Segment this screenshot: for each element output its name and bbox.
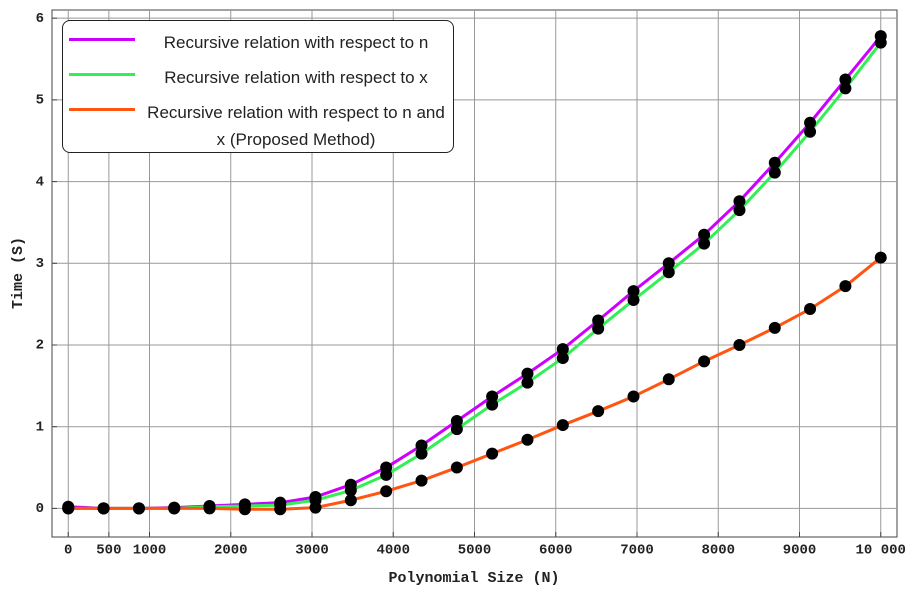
data-point (203, 502, 216, 515)
data-point (486, 398, 499, 411)
legend-label: Recursive relation with respect to n (163, 33, 429, 52)
y-tick-label: 0 (36, 501, 44, 517)
data-point (839, 73, 852, 86)
y-tick-label: 3 (36, 256, 44, 272)
data-point (238, 503, 251, 516)
data-point (698, 355, 711, 368)
data-point (698, 237, 711, 250)
x-tick-label: 10 000 (856, 543, 906, 559)
x-tick-label: 2000 (214, 543, 248, 559)
y-tick-label: 5 (36, 93, 44, 109)
legend: Recursive relation with respect to n Recu… (62, 20, 454, 153)
data-point (309, 501, 322, 514)
data-point (415, 447, 428, 460)
data-point (521, 367, 534, 380)
data-point (839, 82, 852, 95)
data-point (132, 502, 145, 515)
data-point (344, 494, 357, 507)
data-point (344, 484, 357, 497)
data-point (768, 321, 781, 334)
data-point (450, 423, 463, 436)
data-point (662, 266, 675, 279)
data-point (450, 461, 463, 474)
data-point (556, 343, 569, 356)
data-point (733, 338, 746, 351)
legend-label: Recursive relation with respect to x (164, 68, 428, 87)
data-point (521, 433, 534, 446)
data-point (556, 419, 569, 432)
data-point (768, 166, 781, 179)
legend-label: Recursive relation with respect to n and… (147, 103, 445, 149)
data-point (839, 280, 852, 293)
data-point (804, 303, 817, 316)
y-tick-label: 2 (36, 338, 44, 354)
x-tick-label: 3000 (295, 543, 329, 559)
data-point (662, 257, 675, 270)
legend-swatch (69, 108, 135, 111)
y-axis-title: Time (S) (10, 237, 27, 309)
data-point (380, 468, 393, 481)
legend-item: Recursive relation with respect to n (63, 25, 455, 55)
data-point (274, 503, 287, 516)
data-point (97, 502, 110, 515)
x-tick-label: 1000 (133, 543, 167, 559)
data-point (733, 195, 746, 208)
x-tick-label: 0 (64, 543, 72, 559)
x-tick-label: 4000 (376, 543, 410, 559)
data-point (62, 502, 75, 515)
data-point (733, 204, 746, 217)
data-point (804, 116, 817, 129)
data-point (768, 156, 781, 169)
data-point (627, 285, 640, 298)
y-tick-label: 6 (36, 11, 44, 27)
data-point (698, 228, 711, 241)
legend-swatch (69, 38, 135, 41)
data-point (486, 447, 499, 460)
x-axis-title: Polynomial Size (N) (388, 570, 559, 587)
y-tick-label: 4 (36, 174, 44, 190)
x-tick-label: 8000 (701, 543, 735, 559)
data-point (627, 294, 640, 307)
legend-swatch (69, 73, 135, 76)
data-point (874, 251, 887, 264)
x-tick-label: 9000 (783, 543, 817, 559)
x-tick-label: 5000 (458, 543, 492, 559)
data-point (662, 373, 675, 386)
data-point (627, 390, 640, 403)
legend-item: Recursive relation with respect to x (63, 60, 455, 90)
legend-item: Recursive relation with respect to n and… (63, 95, 455, 149)
data-point (556, 352, 569, 365)
data-point (592, 322, 605, 335)
data-point (874, 36, 887, 49)
data-point (415, 474, 428, 487)
data-point (592, 405, 605, 418)
data-point (168, 502, 181, 515)
x-tick-label: 500 (96, 543, 121, 559)
y-tick-label: 1 (36, 419, 44, 435)
data-point (804, 125, 817, 138)
x-tick-label: 6000 (539, 543, 573, 559)
x-tick-label: 7000 (620, 543, 654, 559)
data-point (380, 485, 393, 498)
data-point (521, 376, 534, 389)
